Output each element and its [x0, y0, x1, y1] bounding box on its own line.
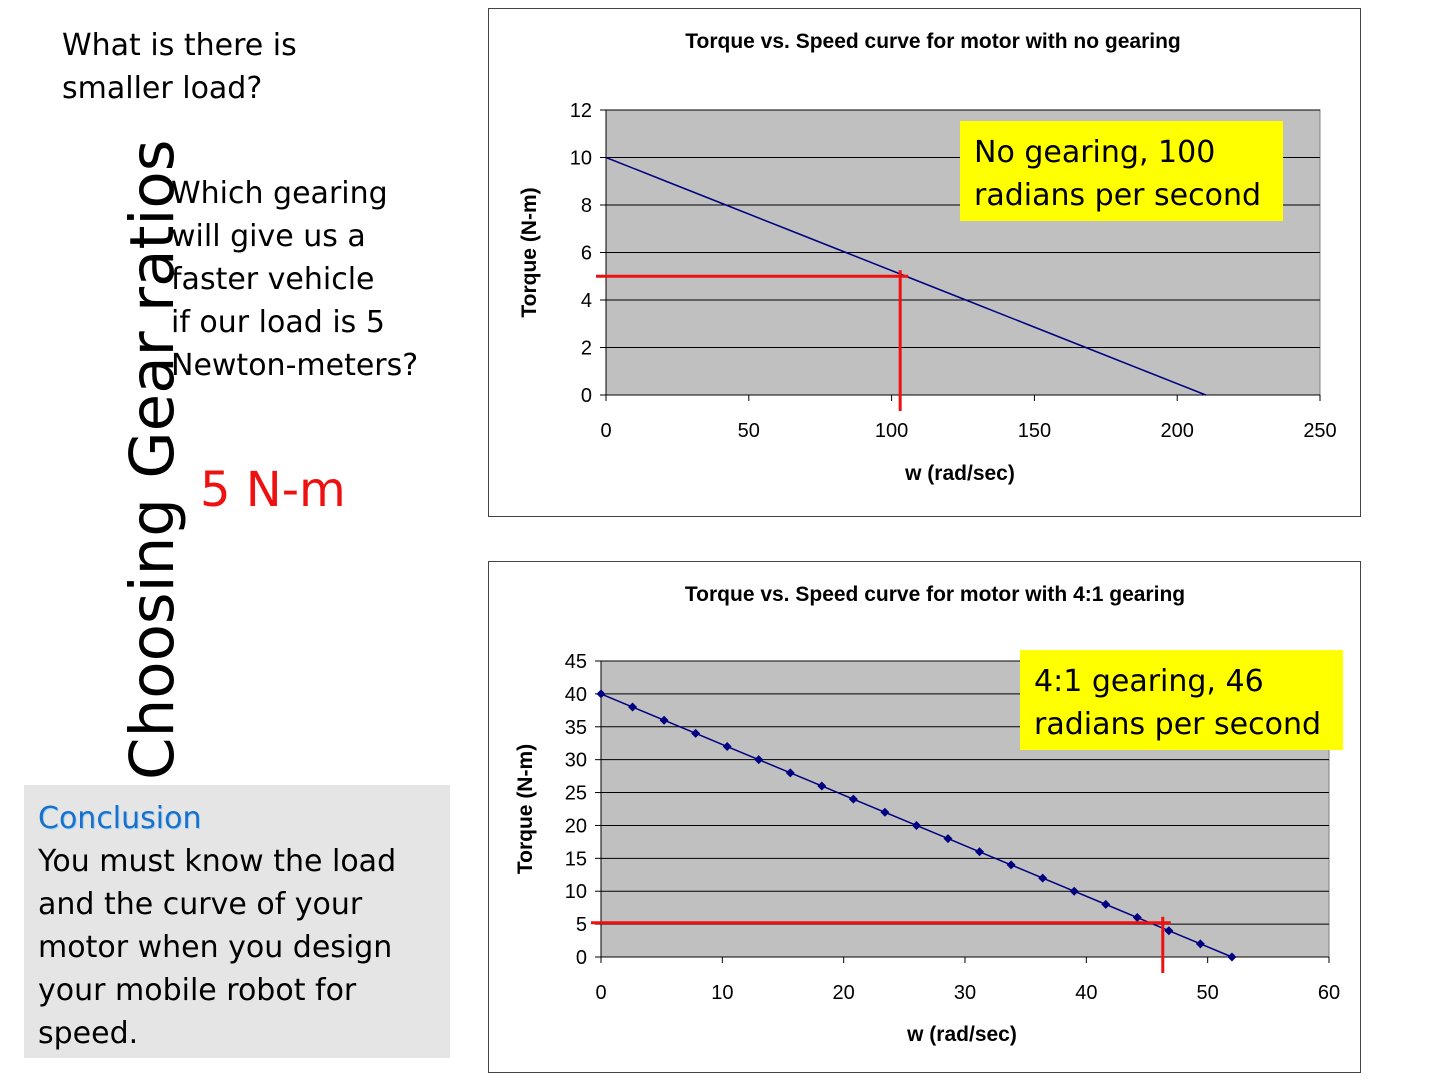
- data-point: [975, 847, 985, 857]
- y-tick-label: 45: [565, 651, 587, 673]
- callout-line: No gearing, 100: [974, 135, 1216, 170]
- x-tick-label: 10: [711, 982, 733, 1004]
- y-tick-label: 35: [565, 717, 587, 739]
- y-axis-label: Torque (N-m): [518, 187, 541, 317]
- x-axis-label: w (rad/sec): [906, 1023, 1017, 1046]
- chart-4to1-gearing-svg: Torque vs. Speed curve for motor with 4:…: [514, 583, 1340, 1046]
- data-point: [1101, 899, 1111, 909]
- chart-no-gearing-svg: Torque vs. Speed curve for motor with no…: [518, 30, 1337, 485]
- question-line: Newton-meters?: [171, 348, 419, 383]
- y-tick-label: 0: [581, 385, 592, 407]
- data-point: [1006, 860, 1016, 870]
- x-tick-label: 30: [954, 982, 976, 1004]
- x-tick-label: 150: [1018, 420, 1051, 442]
- y-tick-label: 40: [565, 684, 587, 706]
- conclusion-line: speed.: [38, 1016, 139, 1051]
- question-line: Which gearing: [171, 176, 388, 211]
- data-point: [1038, 873, 1048, 883]
- conclusion-line: motor when you design: [38, 930, 393, 965]
- x-tick-label: 200: [1161, 420, 1194, 442]
- data-point: [691, 728, 701, 738]
- chart-title: Torque vs. Speed curve for motor with 4:…: [685, 583, 1185, 606]
- data-point: [722, 742, 732, 752]
- data-point: [1069, 886, 1079, 896]
- chart-title: Torque vs. Speed curve for motor with no…: [685, 30, 1181, 53]
- y-tick-label: 8: [581, 195, 592, 217]
- y-tick-label: 6: [581, 243, 592, 265]
- x-tick-label: 250: [1303, 420, 1336, 442]
- conclusion-title: Conclusion: [38, 801, 202, 836]
- y-tick-label: 10: [570, 148, 592, 170]
- conclusion-line: You must know the load: [38, 844, 397, 879]
- y-tick-label: 2: [581, 338, 592, 360]
- data-point: [817, 781, 827, 791]
- question-line: smaller load?: [62, 71, 263, 106]
- data-point: [785, 768, 795, 778]
- data-point: [628, 702, 638, 712]
- data-point: [1164, 926, 1174, 936]
- conclusion-box: Conclusion You must know the load and th…: [24, 785, 450, 1058]
- y-tick-label: 10: [565, 881, 587, 903]
- callout-line: radians per second: [1034, 707, 1322, 742]
- data-point: [943, 834, 953, 844]
- x-tick-label: 40: [1075, 982, 1097, 1004]
- question-line: if our load is 5: [171, 305, 385, 340]
- callout-no-gearing: No gearing, 100 radians per second: [960, 121, 1283, 221]
- data-point: [911, 820, 921, 830]
- data-point: [1227, 952, 1237, 962]
- data-point: [754, 755, 764, 765]
- callout-line: 4:1 gearing, 46: [1034, 664, 1264, 699]
- question-which-gearing: Which gearing will give us a faster vehi…: [171, 172, 418, 387]
- question-line: faster vehicle: [171, 262, 375, 297]
- data-point: [1195, 939, 1205, 949]
- question-smaller-load: What is there is smaller load?: [62, 24, 297, 110]
- conclusion-line: and the curve of your: [38, 887, 363, 922]
- y-tick-label: 12: [570, 100, 592, 122]
- data-point: [880, 807, 890, 817]
- y-axis-label: Torque (N-m): [514, 744, 537, 874]
- y-tick-label: 30: [565, 750, 587, 772]
- chart-4to1-gearing: Torque vs. Speed curve for motor with 4:…: [488, 561, 1361, 1073]
- y-tick-label: 5: [576, 914, 587, 936]
- x-tick-label: 60: [1318, 982, 1340, 1004]
- callout-line: radians per second: [974, 178, 1262, 213]
- load-label: 5 N-m: [200, 462, 346, 518]
- data-point: [596, 689, 606, 699]
- question-line: will give us a: [171, 219, 366, 254]
- x-tick-label: 0: [600, 420, 611, 442]
- y-tick-label: 0: [576, 947, 587, 969]
- x-tick-label: 100: [875, 420, 908, 442]
- data-point: [848, 794, 858, 804]
- callout-4to1-gearing: 4:1 gearing, 46 radians per second: [1020, 650, 1343, 750]
- data-point: [659, 715, 669, 725]
- question-line: What is there is: [62, 28, 297, 63]
- conclusion-line: your mobile robot for: [38, 973, 357, 1008]
- x-tick-label: 50: [1197, 982, 1219, 1004]
- chart-no-gearing: Torque vs. Speed curve for motor with no…: [488, 8, 1361, 517]
- y-tick-label: 4: [581, 290, 592, 312]
- y-tick-label: 15: [565, 848, 587, 870]
- x-tick-label: 20: [833, 982, 855, 1004]
- data-point: [1132, 913, 1142, 923]
- y-tick-label: 20: [565, 815, 587, 837]
- x-axis-label: w (rad/sec): [904, 462, 1015, 485]
- x-tick-label: 50: [738, 420, 760, 442]
- y-tick-label: 25: [565, 783, 587, 805]
- x-tick-label: 0: [595, 982, 606, 1004]
